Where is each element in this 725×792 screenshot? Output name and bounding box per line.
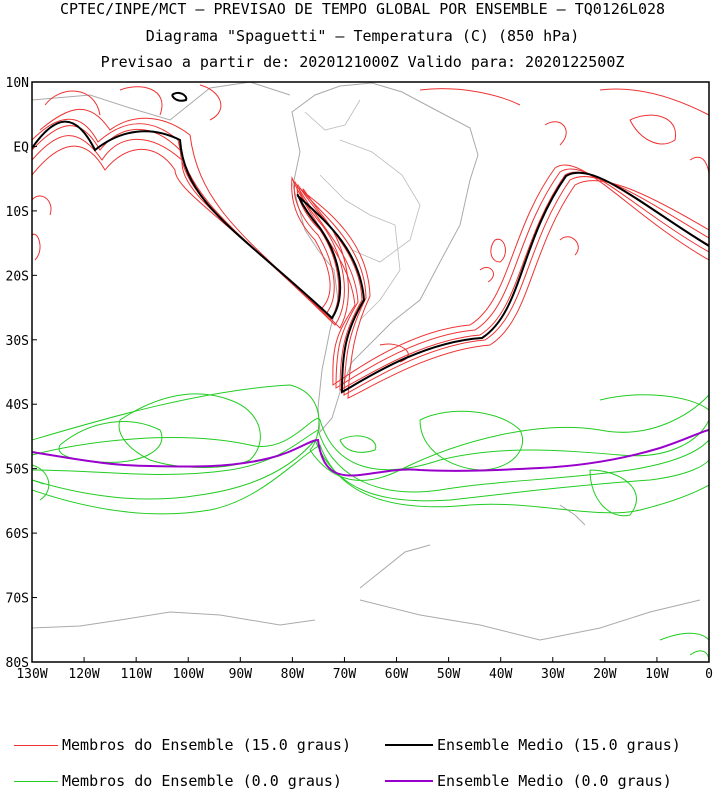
lat-tick-label: 30S (6, 334, 29, 349)
longitude-axis: 130W 120W 110W 100W 90W 80W 70W 60W 50W 40W 30W 20W… (16, 657, 713, 682)
legend-row-1: Membros do Ensemble (15.0 graus) Ensembl… (0, 736, 725, 756)
lon-tick-label: 80W (281, 667, 305, 682)
lon-tick-label: 110W (120, 667, 151, 682)
mean-15c-line (32, 120, 709, 394)
lat-tick-label: 70S (6, 592, 29, 607)
lat-tick-label: 80S (6, 656, 29, 671)
legend-mean-0: Ensemble Medio (0.0 graus) (385, 772, 672, 790)
map-frame (31, 81, 710, 663)
legend-green-members: Membros do Ensemble (0.0 graus) (14, 772, 342, 790)
legend-row-2: Membros do Ensemble (0.0 graus) Ensemble… (0, 772, 725, 792)
lon-tick-label: 0 (705, 667, 713, 682)
lat-tick-label: 10N (6, 76, 29, 91)
lon-tick-label: 100W (173, 667, 204, 682)
country-borders (304, 99, 421, 321)
legend-mean-15: Ensemble Medio (15.0 graus) (385, 736, 681, 754)
forecast-dates: Previsao a partir de: 2020121000Z Valido… (100, 53, 625, 71)
lon-tick-label: 90W (229, 667, 253, 682)
legend-green-members-label: Membros do Ensemble (0.0 graus) (62, 772, 342, 790)
lat-tick-label: EQ (13, 140, 29, 155)
legend-line-purple (385, 780, 433, 782)
coastlines (32, 82, 701, 641)
lon-tick-label: 40W (489, 667, 513, 682)
lon-tick-label: 20W (593, 667, 617, 682)
lat-tick-label: 20S (6, 269, 29, 284)
lon-tick-label: 60W (385, 667, 409, 682)
lat-tick-label: 10S (6, 205, 29, 220)
lon-tick-label: 130W (16, 667, 47, 682)
legend-line-green (14, 780, 58, 782)
legend-mean-0-label: Ensemble Medio (0.0 graus) (437, 772, 672, 790)
lon-tick-label: 70W (333, 667, 357, 682)
legend-line-red (14, 744, 58, 746)
latitude-axis: 10N EQ 10S 20S 30S 40S 50S 60S 70S 80S (6, 76, 37, 671)
members-15c (32, 84, 709, 399)
legend-red-members-label: Membros do Ensemble (15.0 graus) (62, 736, 351, 754)
lon-tick-label: 50W (437, 667, 461, 682)
lon-tick-label: 120W (68, 667, 99, 682)
mean-0c-line (32, 429, 709, 477)
members-0c (32, 384, 709, 662)
legend-red-members: Membros do Ensemble (15.0 graus) (14, 736, 351, 754)
lat-tick-label: 40S (6, 398, 29, 413)
legend-line-black (385, 744, 433, 746)
chart-title: CPTEC/INPE/MCT – PREVISAO DE TEMPO GLOBA… (59, 0, 666, 18)
legend-mean-15-label: Ensemble Medio (15.0 graus) (437, 736, 681, 754)
lon-tick-label: 30W (541, 667, 565, 682)
lat-tick-label: 60S (6, 527, 29, 542)
lon-tick-label: 10W (645, 667, 669, 682)
lat-tick-label: 50S (6, 463, 29, 478)
chart-subtitle: Diagrama "Spaguetti" – Temperatura (C) (… (145, 27, 580, 45)
